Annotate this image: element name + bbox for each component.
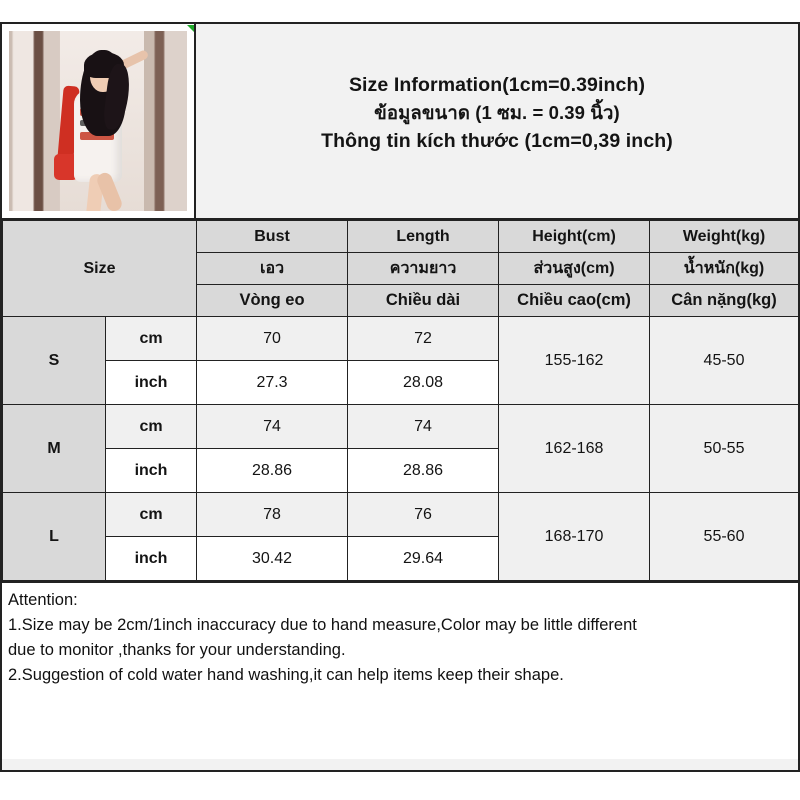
height-m: 162-168 (498, 404, 651, 493)
title-block: Size Information(1cm=0.39inch) ข้อมูลขนา… (196, 24, 798, 218)
length-cm-s: 72 (347, 316, 500, 361)
table-header-row-vietnamese: Vòng eo Chiều dài Chiều cao(cm) Cân nặng… (3, 284, 800, 317)
col-header-length-en: Length (347, 220, 500, 253)
weight-m: 50-55 (649, 404, 800, 493)
table-row: S cm 70 72 155-162 45-50 (2, 316, 800, 405)
col-header-length-th: ความยาว (347, 252, 500, 285)
bust-inch-s: 27.3 (196, 360, 349, 405)
col-header-bust-vi: Vòng eo (196, 284, 349, 317)
col-header-weight-th: น้ำหนัก(kg) (649, 252, 800, 285)
unit-cell-inch-m: inch (104, 448, 198, 493)
title-line-vietnamese: Thông tin kích thước (1cm=0,39 inch) (321, 129, 673, 152)
bust-cm-m: 74 (196, 404, 349, 449)
length-cm-m: 74 (347, 404, 500, 449)
height-l: 168-170 (498, 492, 651, 581)
bust-inch-l: 30.42 (196, 536, 349, 581)
unit-cell-cm-l: cm (104, 492, 198, 537)
col-header-weight-vi: Cân nặng(kg) (649, 284, 800, 317)
attention-line-1: 1.Size may be 2cm/1inch inaccuracy due t… (8, 616, 637, 634)
size-chart-container: Size Information(1cm=0.39inch) ข้อมูลขนา… (0, 22, 800, 772)
table-header-row-english: Size Bust Length Height(cm) Weight(kg) (1, 220, 800, 317)
col-header-height-en: Height(cm) (498, 220, 651, 253)
length-inch-s: 28.08 (347, 360, 500, 405)
attention-line-2: due to monitor ,thanks for your understa… (8, 641, 346, 659)
attention-heading: Attention: (8, 591, 78, 609)
measurement-grid: Size Bust Length Height(cm) Weight(kg) เ… (1, 220, 800, 581)
length-inch-l: 29.64 (347, 536, 500, 581)
unit-cell-inch-l: inch (104, 536, 198, 581)
weight-s: 45-50 (649, 316, 800, 405)
col-header-height-th: ส่วนสูง(cm) (498, 252, 651, 285)
table-row: L cm 78 76 168-170 55-60 (2, 492, 800, 581)
product-photo (2, 24, 194, 218)
size-cell-m: M (2, 404, 106, 493)
title-line-english: Size Information(1cm=0.39inch) (348, 73, 646, 96)
unit-cell-inch-s: inch (104, 360, 198, 405)
table-row: inch 30.42 29.64 (3, 536, 799, 581)
col-header-height-vi: Chiều cao(cm) (498, 284, 651, 317)
bust-inch-m: 28.86 (196, 448, 349, 493)
photo-white-frame (2, 24, 194, 218)
length-cm-l: 76 (347, 492, 500, 537)
size-cell-l: L (2, 492, 106, 581)
size-label-cell: Size (1, 220, 198, 317)
attention-line-3: 2.Suggestion of cold water hand washing,… (8, 666, 564, 684)
size-table: Size Bust Length Height(cm) Weight(kg) เ… (1, 220, 800, 581)
col-header-weight-en: Weight(kg) (649, 220, 800, 253)
col-header-bust-th: เอว (196, 252, 349, 285)
size-cell-s: S (2, 316, 106, 405)
attention-block: Attention: 1.Size may be 2cm/1inch inacc… (2, 581, 798, 759)
product-photo-cell (2, 24, 196, 218)
weight-l: 55-60 (649, 492, 800, 581)
col-header-length-vi: Chiều dài (347, 284, 500, 317)
title-line-thai: ข้อมูลขนาด (1 ซม. = 0.39 นิ้ว) (374, 101, 620, 123)
green-corner-marker-icon (187, 25, 194, 33)
bust-cm-s: 70 (196, 316, 349, 361)
unit-cell-cm-m: cm (104, 404, 198, 449)
height-s: 155-162 (498, 316, 651, 405)
chart-header-band: Size Information(1cm=0.39inch) ข้อมูลขนา… (2, 24, 798, 220)
table-row: inch 28.86 28.86 (3, 448, 799, 493)
unit-cell-cm-s: cm (104, 316, 198, 361)
length-inch-m: 28.86 (347, 448, 500, 493)
bust-cm-l: 78 (196, 492, 349, 537)
photo-dress-print-bottom (80, 132, 114, 140)
table-row: M cm 74 74 162-168 50-55 (2, 404, 800, 493)
col-header-bust-en: Bust (196, 220, 349, 253)
